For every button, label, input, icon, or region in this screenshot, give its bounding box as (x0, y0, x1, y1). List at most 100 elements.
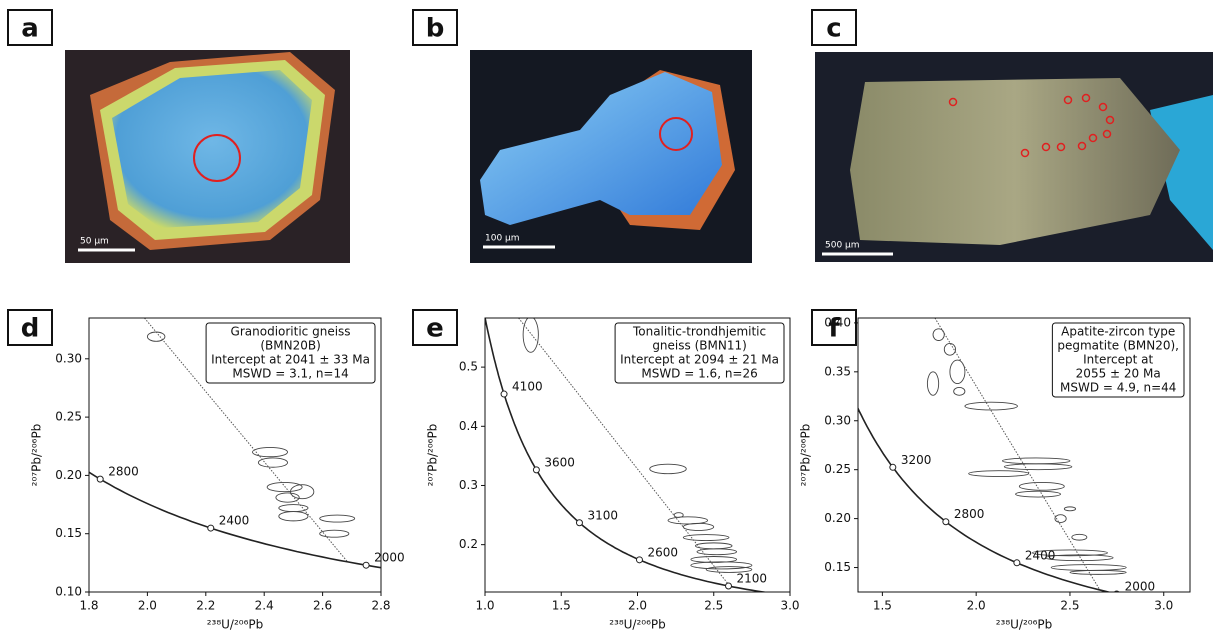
y-axis-label: ²⁰⁷Pb/²⁰⁶Pb (426, 424, 440, 487)
concordia-curve (89, 471, 381, 569)
plot-frame (857, 317, 1191, 593)
concordia-age-point (1013, 559, 1021, 567)
concordia-age-point (532, 466, 540, 474)
y-tick-label: 0.3 (459, 478, 478, 492)
legend-line: MSWD = 3.1, n=14 (232, 367, 348, 381)
legend-box (614, 322, 785, 384)
concordia-age-label: 2400 (219, 514, 250, 528)
data-ellipse (953, 387, 966, 396)
x-tick-label: 2.5 (704, 599, 723, 613)
data-ellipse (682, 522, 715, 531)
data-ellipse (1015, 490, 1062, 498)
legend-line: Granodioritic gneiss (231, 325, 351, 339)
concordia-age-label: 2800 (954, 507, 985, 521)
y-tick-label: 0.30 (55, 351, 82, 365)
data-ellipse (1003, 463, 1073, 471)
plot-area (858, 318, 1127, 592)
concordia-age-label: 3600 (544, 455, 575, 469)
y-tick-label: 0.25 (824, 462, 851, 476)
x-tick-label: 2.0 (628, 599, 647, 613)
data-ellipse (949, 359, 966, 385)
y-tick-label: 0.20 (55, 468, 82, 482)
scale-bar-label: 500 µm (825, 241, 860, 251)
legend-line: Intercept at (1083, 353, 1153, 367)
data-ellipse (932, 328, 945, 341)
x-tick-label: 3.0 (780, 599, 799, 613)
concordia-age-point (207, 524, 215, 532)
x-tick-label: 2.0 (967, 599, 986, 613)
data-ellipse (705, 566, 753, 573)
y-tick-label: 0.40 (824, 315, 851, 329)
data-ellipse (1045, 554, 1114, 562)
data-ellipse (522, 318, 539, 353)
data-ellipse (690, 556, 738, 563)
concordia-curve (858, 406, 1112, 592)
legend-line: gneiss (BMN11) (652, 339, 746, 353)
discordia-line (144, 318, 348, 563)
concordia-age-label: 2100 (737, 571, 768, 585)
legend-box (1051, 322, 1185, 398)
panel-label-box (412, 309, 458, 346)
image-b (470, 50, 752, 263)
panel-label: f (828, 314, 840, 344)
y-tick-label: 0.4 (459, 419, 478, 433)
legend-line: pegmatite (BMN20), (1057, 339, 1179, 353)
concordia-age-label: 3200 (901, 453, 932, 467)
panel-label-box (7, 309, 53, 346)
data-ellipse (1069, 570, 1127, 575)
concordia-age-point (635, 556, 643, 564)
data-ellipse (1031, 549, 1108, 557)
panel-label-box (811, 9, 857, 46)
data-ellipse (667, 516, 709, 525)
concordia-age-point (500, 390, 508, 398)
legend-line: Intercept at 2041 ± 33 Ma (211, 353, 370, 367)
data-ellipse (319, 514, 356, 523)
x-tick-label: 2.2 (196, 599, 215, 613)
data-ellipse (266, 481, 303, 493)
y-tick-label: 0.5 (459, 360, 478, 374)
concordia-age-label: 2000 (1125, 579, 1156, 593)
concordia-age-label: 2000 (374, 551, 405, 565)
scale-bar-label: 50 µm (80, 237, 109, 247)
panel-label-box (7, 9, 53, 46)
plot-area (485, 318, 769, 592)
concordia-age-label: 3100 (587, 508, 618, 522)
scale-bar-label: 100 µm (485, 234, 520, 244)
panel-label-box (811, 309, 857, 346)
panel-label: a (21, 14, 39, 44)
data-ellipse (275, 492, 300, 503)
legend-box (205, 322, 376, 384)
data-ellipse (1071, 533, 1088, 541)
data-ellipse (319, 529, 350, 538)
data-ellipse (290, 484, 315, 500)
data-ellipse (257, 457, 289, 468)
panel-label: e (426, 314, 444, 344)
concordia-age-point (96, 475, 104, 483)
concordia-age-label: 4100 (512, 380, 543, 394)
x-axis-label: ²³⁸U/²⁰⁶Pb (609, 618, 666, 632)
concordia-age-point (362, 561, 370, 569)
data-ellipse (682, 534, 730, 541)
data-ellipse (964, 401, 1018, 411)
y-axis-label: ²⁰⁷Pb/²⁰⁶Pb (799, 424, 813, 487)
x-tick-label: 1.5 (873, 599, 892, 613)
x-tick-label: 2.5 (1060, 599, 1079, 613)
data-ellipse (696, 548, 738, 556)
legend-line: Tonalitic-trondhjemitic (632, 325, 766, 339)
y-axis-label: ²⁰⁷Pb/²⁰⁶Pb (30, 424, 44, 487)
x-tick-label: 1.8 (79, 599, 98, 613)
concordia-age-label: 2800 (108, 465, 139, 479)
x-tick-label: 2.8 (371, 599, 390, 613)
concordia-age-label: 2400 (1025, 548, 1056, 562)
x-tick-label: 3.0 (1154, 599, 1173, 613)
y-tick-label: 0.30 (824, 413, 851, 427)
legend-line: (BMN20B) (260, 339, 320, 353)
data-ellipse (1054, 514, 1067, 523)
y-tick-label: 0.15 (824, 560, 851, 574)
legend-line: Apatite-zircon type (1061, 325, 1175, 339)
plot-area (89, 318, 381, 569)
x-tick-label: 2.0 (138, 599, 157, 613)
data-ellipse (278, 504, 309, 512)
data-ellipse (690, 561, 753, 570)
data-ellipse (968, 470, 1030, 477)
